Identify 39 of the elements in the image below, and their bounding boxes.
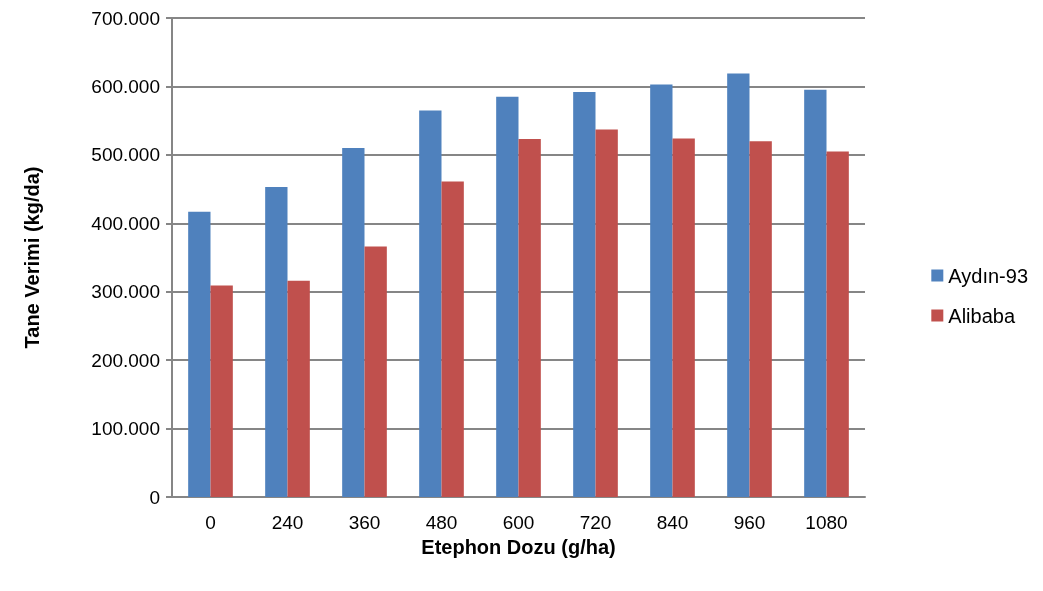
bar: [672, 138, 695, 497]
bar: [287, 280, 310, 497]
y-tick-label: 600.000: [91, 75, 160, 97]
y-tick-label: 400.000: [91, 212, 160, 234]
x-axis-title: Etephon Dozu (g/ha): [421, 536, 616, 558]
x-tick-label: 1080: [805, 512, 848, 533]
bar: [419, 110, 442, 497]
x-tick-label: 0: [205, 512, 216, 533]
x-tick-label: 960: [733, 512, 766, 533]
legend-label: Aydın-93: [948, 264, 1028, 287]
bar: [342, 148, 365, 497]
y-tick-label: 0: [149, 486, 160, 508]
y-tick-label: 200.000: [91, 349, 160, 371]
bar: [265, 187, 288, 497]
x-tick-label: 840: [656, 512, 689, 533]
y-tick-label: 300.000: [91, 281, 160, 303]
bar: [496, 96, 519, 497]
bar: [188, 211, 211, 497]
legend-label: Alibaba: [948, 304, 1016, 327]
bar: [650, 84, 673, 497]
bar: [441, 181, 464, 497]
bar: [595, 129, 618, 497]
x-tick-label: 240: [271, 512, 304, 533]
bar: [210, 285, 233, 497]
bar: [573, 91, 596, 497]
y-tick-label: 700.000: [91, 7, 160, 29]
x-tick-label: 720: [579, 512, 612, 533]
bar: [749, 141, 772, 497]
bar: [727, 73, 750, 497]
x-tick-label: 480: [425, 512, 458, 533]
bar: [518, 139, 541, 497]
y-tick-label: 100.000: [91, 418, 160, 440]
bar: [804, 89, 827, 497]
bar: [826, 151, 849, 497]
x-tick-label: 360: [348, 512, 381, 533]
y-axis-title: Tane Verimi (kg/da): [21, 166, 43, 349]
x-tick-label: 600: [502, 512, 535, 533]
bar: [364, 246, 387, 497]
y-tick-label: 500.000: [91, 144, 160, 166]
